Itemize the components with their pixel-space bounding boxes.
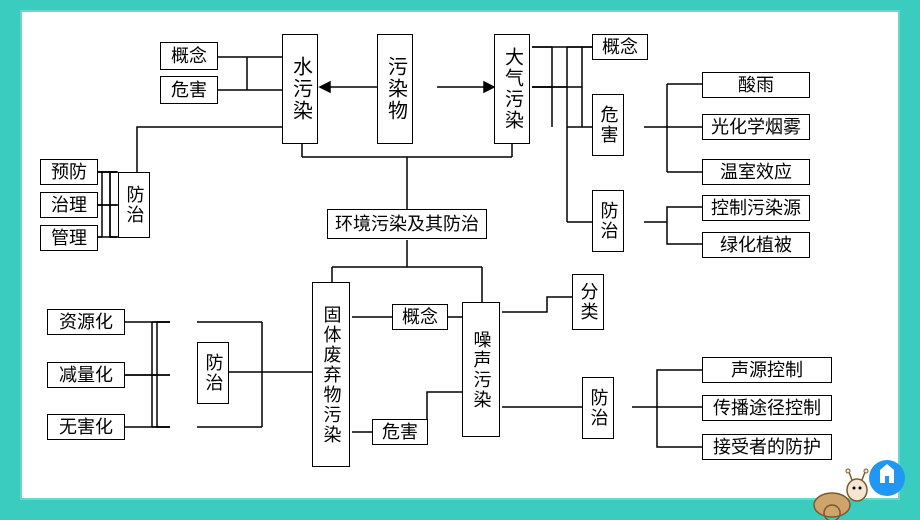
node-pollutant: 污染物 <box>377 34 413 144</box>
node-acid: 酸雨 <box>702 72 810 98</box>
node-sound-src: 声源控制 <box>702 357 832 383</box>
node-prevent: 预防 <box>40 159 98 185</box>
node-control-noise: 防治 <box>582 377 614 439</box>
corner-decoration <box>802 450 912 520</box>
node-control-air: 防治 <box>592 190 624 252</box>
diagram-frame: 环境污染及其防治 水污染 污染物 大气污染 概念 危害 防治 预防 治理 管理 … <box>20 10 900 500</box>
node-harm-air: 危害 <box>592 94 624 156</box>
node-concept-water: 概念 <box>160 42 218 70</box>
node-control-water: 防治 <box>118 172 150 238</box>
node-harm-water: 危害 <box>160 76 218 104</box>
node-harm-solid: 危害 <box>372 419 428 445</box>
node-resource: 资源化 <box>47 309 125 335</box>
node-center: 环境污染及其防治 <box>327 209 487 239</box>
node-noise: 噪声污染 <box>462 302 500 437</box>
node-concept-air: 概念 <box>592 34 648 60</box>
node-smog: 光化学烟雾 <box>702 114 810 140</box>
node-greenhouse: 温室效应 <box>702 159 810 185</box>
node-concept-solid: 概念 <box>392 304 448 330</box>
node-water: 水污染 <box>282 34 318 144</box>
node-air: 大气污染 <box>494 34 530 144</box>
node-manage: 管理 <box>40 225 98 251</box>
node-classify: 分类 <box>572 274 604 330</box>
node-harmless: 无害化 <box>47 414 125 440</box>
node-treat: 治理 <box>40 192 98 218</box>
node-reduce: 减量化 <box>47 362 125 388</box>
node-solid: 固体废弃物污染 <box>312 282 350 467</box>
node-green: 绿化植被 <box>702 232 810 258</box>
node-path-ctrl: 传播途径控制 <box>702 395 832 421</box>
node-src-ctrl: 控制污染源 <box>702 195 810 221</box>
node-control-solid: 防治 <box>197 342 229 404</box>
